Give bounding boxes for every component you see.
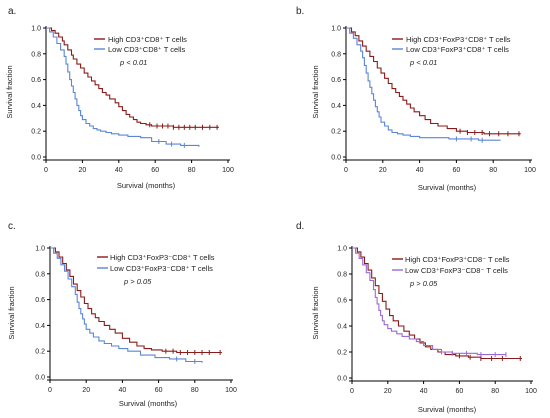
panel-c-y-tick-label: 0.4 [35,323,45,330]
panel-d-label: d. [296,221,304,232]
panel-b-legend-low-label: Low CD3⁺FoxP3⁺CD8⁺ T cells [406,45,509,54]
panel-d-legend-high-label: High CD3⁺FoxP3⁺CD8⁻ T cells [405,255,510,264]
panel-b-x-tick-label: 60 [453,167,461,174]
panel-b-p-value: p < 0.01 [409,58,437,67]
panel-a-legend-high-label: High CD3⁺CD8⁺ T cells [108,35,187,44]
panel-a-x-tick-label: 60 [151,167,159,174]
panel-b-x-tick-label: 100 [524,167,536,174]
panel-d-y-axis-title: Survival fraction [311,286,320,339]
panel-a-y-tick-label: 0.8 [31,51,41,58]
panel-d-x-tick-label: 40 [420,388,428,395]
panel-c-high-survival-curve [50,247,222,354]
panel-b-x-axis-title: Survival (months) [418,183,477,192]
panel-a-x-tick-label: 80 [188,167,196,174]
panel-b-high-survival-curve [346,27,521,135]
panel-b-x-tick-label: 0 [344,167,348,174]
panel-b-low-survival-curve [346,27,501,141]
panel-d-y-tick-label: 0.8 [337,272,347,279]
panel-a-p-value: p < 0.01 [119,58,147,67]
panel-a-x-tick-label: 40 [115,167,123,174]
panel-d-y-tick-label: 0.6 [337,298,347,305]
panel-c-y-tick-label: 0.2 [35,349,45,356]
panel-c-x-tick-label: 100 [225,387,237,394]
panel-d-y-tick-label: 1.0 [337,246,347,253]
panel-b-y-tick-label: 0.0 [331,155,341,162]
panel-d-y-tick-label: 0.4 [337,324,347,331]
panel-d-y-tick-label: 0.2 [337,350,347,357]
panel-a-y-tick-label: 0.4 [31,103,41,110]
panel-b-x-tick-label: 80 [489,167,497,174]
panel-a-y-tick-label: 0.0 [31,155,41,162]
panel-d-x-tick-label: 60 [456,388,464,395]
panel-a-x-tick-label: 100 [222,167,234,174]
panel-d-low-survival-curve [352,247,506,356]
panel-d-high-survival-curve [352,247,522,360]
panel-b-y-tick-label: 0.4 [331,103,341,110]
panel-a: a. Survival fraction Survival (months) H… [5,6,234,190]
panel-d-x-tick-label: 0 [350,388,354,395]
panel-d-x-axis-title: Survival (months) [418,405,477,414]
panel-b-y-tick-label: 1.0 [331,26,341,33]
panel-c-y-axis-title: Survival fraction [7,286,16,339]
panel-c-x-tick-label: 40 [119,387,127,394]
panel-b-legend-high-label: High CD3⁺FoxP3⁺CD8⁺ T cells [406,35,511,44]
panel-c-x-tick-label: 0 [48,387,52,394]
panel-b-y-axis-title: Survival fraction [311,65,320,118]
panel-a-x-tick-label: 0 [44,167,48,174]
panel-c-label: c. [8,221,16,232]
panel-c-y-tick-label: 0.8 [35,271,45,278]
panel-d-p-value: p > 0.05 [409,279,438,288]
panel-c-low-survival-curve [50,247,203,363]
panel-c-x-axis-title: Survival (months) [119,399,178,408]
panel-b-y-tick-label: 0.6 [331,77,341,84]
panel-d-legend-low-label: Low CD3⁺FoxP3⁻CD8⁻ T cells [405,266,508,275]
panel-c-x-tick-label: 60 [155,387,163,394]
panel-c-y-tick-label: 0.6 [35,297,45,304]
panel-c-y-tick-label: 1.0 [35,246,45,253]
panel-a-low-survival-curve [46,27,200,147]
panel-c-x-tick-label: 20 [82,387,90,394]
panel-b-y-tick-label: 0.2 [331,129,341,136]
panel-c-y-tick-label: 0.0 [35,375,45,382]
panel-d-x-tick-label: 20 [384,388,392,395]
panel-b-x-tick-label: 40 [416,167,424,174]
panel-a-y-tick-label: 0.2 [31,129,41,136]
panel-d-x-tick-label: 100 [525,388,537,395]
panel-c-legend-high-label: High CD3⁺FoxP3⁻CD8⁺ T cells [110,253,215,262]
panel-d-y-tick-label: 0.0 [337,376,347,383]
panel-c-p-value: p > 0.05 [123,277,152,286]
panel-b-x-tick-label: 20 [379,167,387,174]
panel-a-y-tick-label: 1.0 [31,26,41,33]
panel-b: b. Survival fraction Survival (months) H… [296,6,536,192]
panel-a-high-survival-curve [46,27,219,128]
panel-d-x-tick-label: 80 [491,388,499,395]
panel-a-x-axis-title: Survival (months) [117,181,176,190]
panel-a-label: a. [8,6,16,17]
panel-a-y-axis-title: Survival fraction [5,65,14,118]
panel-c-legend-low-label: Low CD3⁺FoxP3⁻CD8⁺ T cells [110,264,213,273]
panel-a-y-tick-label: 0.6 [31,77,41,84]
panel-c-x-tick-label: 80 [191,387,199,394]
panel-d: d. Survival fraction Survival (months) H… [296,221,537,414]
panel-a-x-tick-label: 20 [79,167,87,174]
panel-a-legend-low-label: Low CD3⁺CD8⁺ T cells [108,45,185,54]
panel-b-y-tick-label: 0.8 [331,51,341,58]
panel-c: c. Survival fraction Survival (months) H… [7,221,237,408]
panel-b-label: b. [296,6,304,17]
